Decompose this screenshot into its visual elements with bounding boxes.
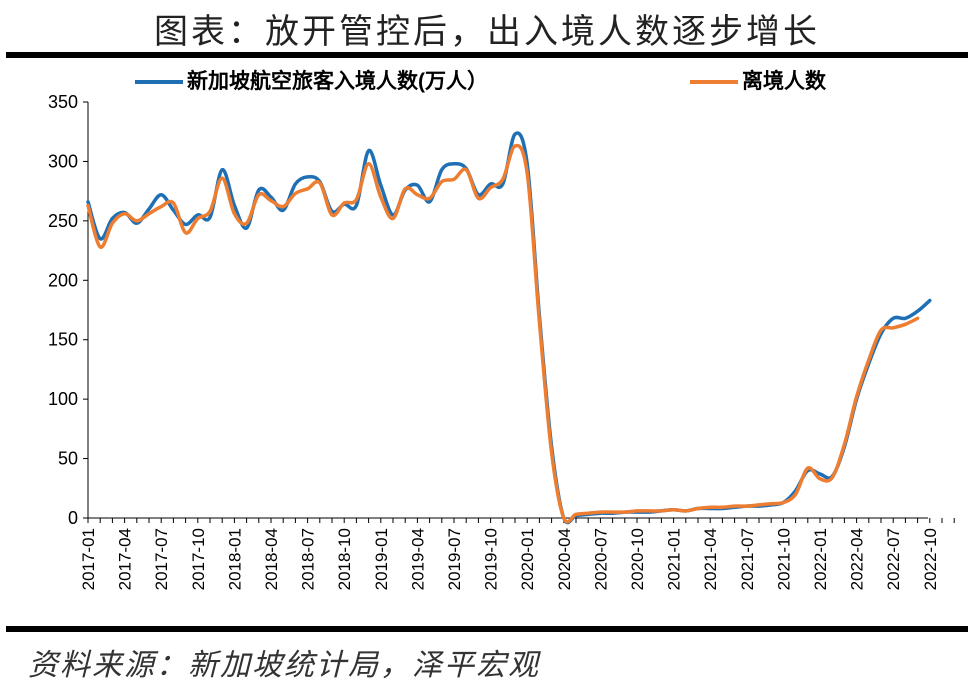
x-tick-label: 2019-07 bbox=[445, 528, 464, 590]
x-tick-label: 2019-10 bbox=[482, 528, 501, 590]
y-tick-label: 0 bbox=[68, 508, 78, 528]
x-tick-label: 2020-07 bbox=[591, 528, 610, 590]
x-tick-label: 2018-10 bbox=[335, 528, 354, 590]
bottom-rule bbox=[6, 626, 968, 632]
x-tick-label: 2022-04 bbox=[848, 528, 867, 590]
x-tick-label: 2018-01 bbox=[225, 528, 244, 590]
series-line-2 bbox=[86, 143, 920, 524]
x-tick-label: 2018-07 bbox=[299, 528, 318, 590]
x-tick-label: 2017-07 bbox=[152, 528, 171, 590]
x-tick-label: 2020-10 bbox=[628, 528, 647, 590]
y-tick-label: 200 bbox=[48, 270, 78, 290]
x-tick-label: 2022-10 bbox=[921, 528, 940, 590]
x-tick-label: 2021-04 bbox=[701, 528, 720, 590]
y-tick-label: 50 bbox=[58, 449, 78, 469]
x-tick-label: 2021-10 bbox=[774, 528, 793, 590]
series-lines bbox=[86, 131, 932, 525]
x-tick-label: 2017-10 bbox=[189, 528, 208, 590]
x-tick-label: 2018-04 bbox=[262, 528, 281, 590]
x-tick-label: 2020-01 bbox=[518, 528, 537, 590]
x-tick-label: 2019-04 bbox=[408, 528, 427, 590]
y-tick-label: 100 bbox=[48, 389, 78, 409]
top-rule bbox=[6, 52, 968, 58]
x-tick-label: 2021-07 bbox=[738, 528, 757, 590]
x-tick-label: 2021-01 bbox=[665, 528, 684, 590]
x-tick-label: 2017-01 bbox=[79, 528, 98, 590]
chart-title: 图表：放开管控后，出入境人数逐步增长 bbox=[154, 12, 820, 52]
x-tick-label: 2022-07 bbox=[884, 528, 903, 590]
x-tick-label: 2020-04 bbox=[555, 528, 574, 590]
source-note: 资料来源：新加坡统计局，泽平宏观 bbox=[28, 648, 540, 683]
legend-label-2: 离境人数 bbox=[742, 69, 827, 93]
legend-label-1: 新加坡航空旅客入境人数(万人） bbox=[187, 69, 488, 93]
y-tick-label: 350 bbox=[48, 92, 78, 112]
axes: 0 50 100 150 200 250 300 350 2017-01 2017-04 2017-… bbox=[48, 92, 955, 590]
x-tick-label: 2019-01 bbox=[372, 528, 391, 590]
y-tick-label: 300 bbox=[48, 151, 78, 171]
y-tick-label: 250 bbox=[48, 211, 78, 231]
series-line-1 bbox=[86, 131, 932, 525]
y-tick-label: 150 bbox=[48, 330, 78, 350]
legend: 新加坡航空旅客入境人数(万人） 离境人数 bbox=[135, 69, 827, 93]
x-tick-label: 2022-01 bbox=[811, 528, 830, 590]
x-tick-label: 2017-04 bbox=[116, 528, 135, 590]
line-chart: 0 50 100 150 200 250 300 350 2017-01 2017-04 2017-… bbox=[48, 69, 955, 590]
